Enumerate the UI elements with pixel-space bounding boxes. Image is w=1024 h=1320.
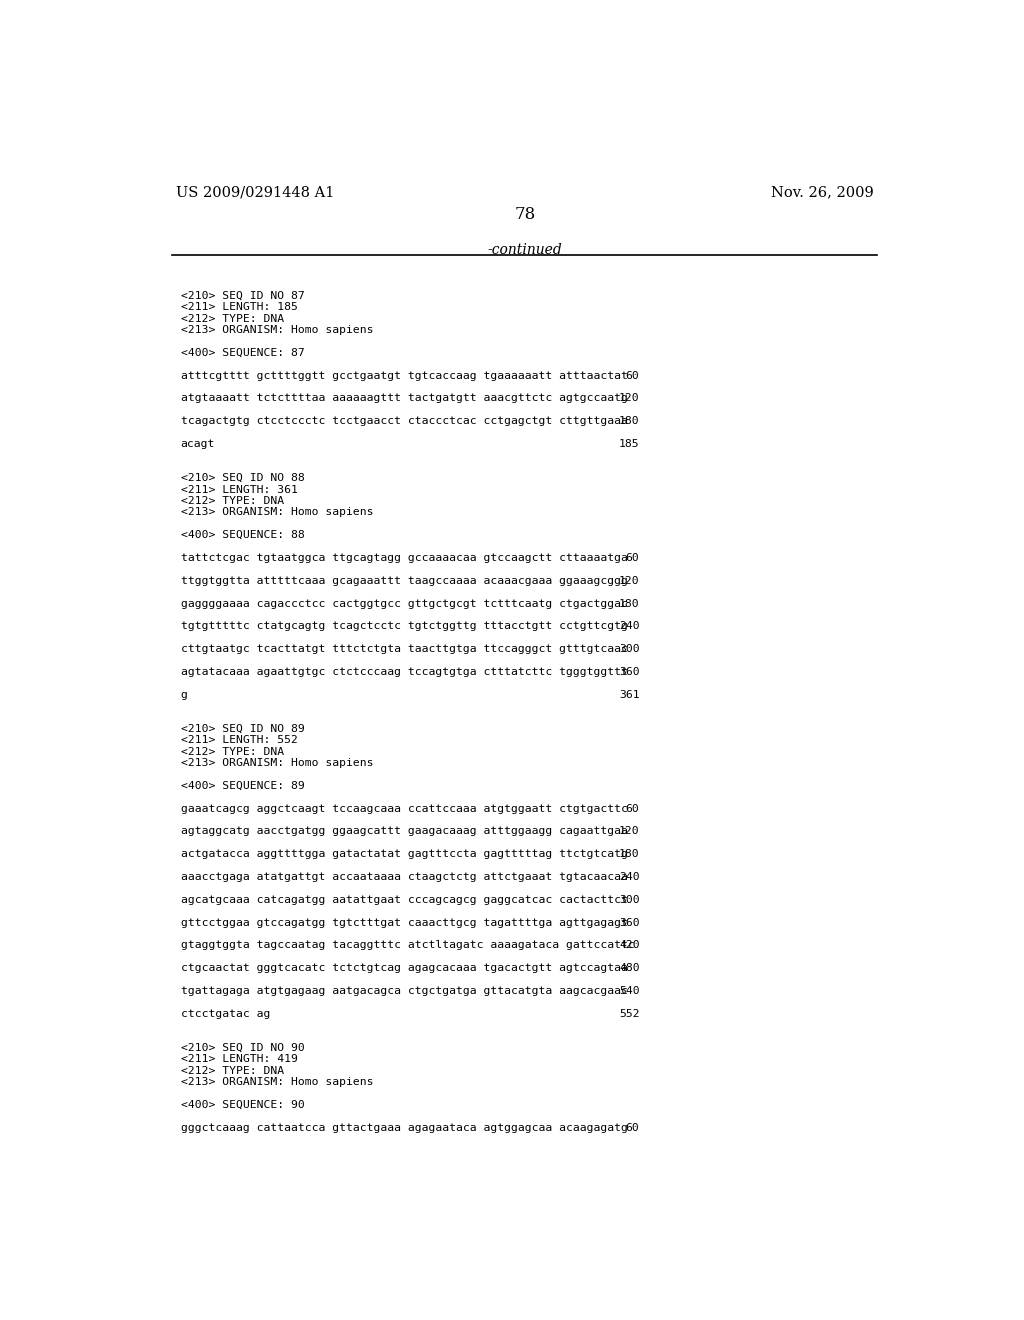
Text: <212> TYPE: DNA: <212> TYPE: DNA: [180, 496, 284, 506]
Text: cttgtaatgc tcacttatgt tttctctgta taacttgtga ttccagggct gtttgtcaac: cttgtaatgc tcacttatgt tttctctgta taacttg…: [180, 644, 628, 655]
Text: <211> LENGTH: 552: <211> LENGTH: 552: [180, 735, 298, 746]
Text: 300: 300: [618, 895, 640, 904]
Text: US 2009/0291448 A1: US 2009/0291448 A1: [176, 185, 335, 199]
Text: <212> TYPE: DNA: <212> TYPE: DNA: [180, 747, 284, 756]
Text: actgatacca aggttttgga gatactatat gagtttccta gagtttttag ttctgtcatg: actgatacca aggttttgga gatactatat gagtttc…: [180, 849, 628, 859]
Text: tattctcgac tgtaatggca ttgcagtagg gccaaaacaa gtccaagctt cttaaaatga: tattctcgac tgtaatggca ttgcagtagg gccaaaa…: [180, 553, 628, 562]
Text: -continued: -continued: [487, 243, 562, 257]
Text: 60: 60: [626, 1123, 640, 1133]
Text: atttcgtttt gcttttggtt gcctgaatgt tgtcaccaag tgaaaaaatt atttaactat: atttcgtttt gcttttggtt gcctgaatgt tgtcacc…: [180, 371, 628, 380]
Text: <213> ORGANISM: Homo sapiens: <213> ORGANISM: Homo sapiens: [180, 758, 373, 768]
Text: tcagactgtg ctcctccctc tcctgaacct ctaccctcac cctgagctgt cttgttgaaa: tcagactgtg ctcctccctc tcctgaacct ctaccct…: [180, 416, 628, 426]
Text: atgtaaaatt tctcttttaa aaaaaagttt tactgatgtt aaacgttctc agtgccaatg: atgtaaaatt tctcttttaa aaaaaagttt tactgat…: [180, 393, 628, 404]
Text: agtaggcatg aacctgatgg ggaagcattt gaagacaaag atttggaagg cagaattgaa: agtaggcatg aacctgatgg ggaagcattt gaagaca…: [180, 826, 628, 837]
Text: 120: 120: [618, 576, 640, 586]
Text: Nov. 26, 2009: Nov. 26, 2009: [771, 185, 873, 199]
Text: gaggggaaaa cagaccctcc cactggtgcc gttgctgcgt tctttcaatg ctgactggac: gaggggaaaa cagaccctcc cactggtgcc gttgctg…: [180, 598, 628, 609]
Text: 120: 120: [618, 826, 640, 837]
Text: agtatacaaa agaattgtgc ctctcccaag tccagtgtga ctttatcttc tgggtggttt: agtatacaaa agaattgtgc ctctcccaag tccagtg…: [180, 667, 628, 677]
Text: gaaatcagcg aggctcaagt tccaagcaaa ccattccaaa atgtggaatt ctgtgacttc: gaaatcagcg aggctcaagt tccaagcaaa ccattcc…: [180, 804, 628, 813]
Text: <211> LENGTH: 185: <211> LENGTH: 185: [180, 302, 298, 313]
Text: ctgcaactat gggtcacatc tctctgtcag agagcacaaa tgacactgtt agtccagtaa: ctgcaactat gggtcacatc tctctgtcag agagcac…: [180, 964, 628, 973]
Text: <400> SEQUENCE: 90: <400> SEQUENCE: 90: [180, 1100, 304, 1110]
Text: 180: 180: [618, 849, 640, 859]
Text: <211> LENGTH: 361: <211> LENGTH: 361: [180, 484, 298, 495]
Text: 60: 60: [626, 804, 640, 813]
Text: gtaggtggta tagccaatag tacaggtttc atctltagatc aaaagataca gattccattc: gtaggtggta tagccaatag tacaggtttc atctlta…: [180, 940, 635, 950]
Text: <211> LENGTH: 419: <211> LENGTH: 419: [180, 1055, 298, 1064]
Text: 240: 240: [618, 622, 640, 631]
Text: aaacctgaga atatgattgt accaataaaa ctaagctctg attctgaaat tgtacaacaa: aaacctgaga atatgattgt accaataaaa ctaagct…: [180, 873, 628, 882]
Text: 360: 360: [618, 917, 640, 928]
Text: tgtgtttttc ctatgcagtg tcagctcctc tgtctggttg tttacctgtt cctgttcgtg: tgtgtttttc ctatgcagtg tcagctcctc tgtctgg…: [180, 622, 628, 631]
Text: 60: 60: [626, 371, 640, 380]
Text: 300: 300: [618, 644, 640, 655]
Text: 78: 78: [514, 206, 536, 223]
Text: <213> ORGANISM: Homo sapiens: <213> ORGANISM: Homo sapiens: [180, 507, 373, 517]
Text: <213> ORGANISM: Homo sapiens: <213> ORGANISM: Homo sapiens: [180, 325, 373, 335]
Text: <400> SEQUENCE: 88: <400> SEQUENCE: 88: [180, 531, 304, 540]
Text: <210> SEQ ID NO 89: <210> SEQ ID NO 89: [180, 723, 304, 734]
Text: ttggtggtta atttttcaaa gcagaaattt taagccaaaa acaaacgaaa ggaaagcggg: ttggtggtta atttttcaaa gcagaaattt taagcca…: [180, 576, 628, 586]
Text: <210> SEQ ID NO 90: <210> SEQ ID NO 90: [180, 1043, 304, 1053]
Text: 420: 420: [618, 940, 640, 950]
Text: 180: 180: [618, 416, 640, 426]
Text: 180: 180: [618, 598, 640, 609]
Text: acagt: acagt: [180, 440, 215, 449]
Text: agcatgcaaa catcagatgg aatattgaat cccagcagcg gaggcatcac cactacttct: agcatgcaaa catcagatgg aatattgaat cccagca…: [180, 895, 628, 904]
Text: gggctcaaag cattaatcca gttactgaaa agagaataca agtggagcaa acaagagatg: gggctcaaag cattaatcca gttactgaaa agagaat…: [180, 1123, 628, 1133]
Text: 120: 120: [618, 393, 640, 404]
Text: 480: 480: [618, 964, 640, 973]
Text: <212> TYPE: DNA: <212> TYPE: DNA: [180, 1065, 284, 1076]
Text: 185: 185: [618, 440, 640, 449]
Text: gttcctggaa gtccagatgg tgtctttgat caaacttgcg tagattttga agttgagagt: gttcctggaa gtccagatgg tgtctttgat caaactt…: [180, 917, 628, 928]
Text: <213> ORGANISM: Homo sapiens: <213> ORGANISM: Homo sapiens: [180, 1077, 373, 1088]
Text: 240: 240: [618, 873, 640, 882]
Text: <212> TYPE: DNA: <212> TYPE: DNA: [180, 314, 284, 323]
Text: 360: 360: [618, 667, 640, 677]
Text: 361: 361: [618, 689, 640, 700]
Text: <400> SEQUENCE: 89: <400> SEQUENCE: 89: [180, 781, 304, 791]
Text: g: g: [180, 689, 187, 700]
Text: <210> SEQ ID NO 88: <210> SEQ ID NO 88: [180, 473, 304, 483]
Text: 540: 540: [618, 986, 640, 997]
Text: <210> SEQ ID NO 87: <210> SEQ ID NO 87: [180, 290, 304, 301]
Text: 60: 60: [626, 553, 640, 562]
Text: 552: 552: [618, 1008, 640, 1019]
Text: ctcctgatac ag: ctcctgatac ag: [180, 1008, 270, 1019]
Text: <400> SEQUENCE: 87: <400> SEQUENCE: 87: [180, 347, 304, 358]
Text: tgattagaga atgtgagaag aatgacagca ctgctgatga gttacatgta aagcacgaac: tgattagaga atgtgagaag aatgacagca ctgctga…: [180, 986, 628, 997]
